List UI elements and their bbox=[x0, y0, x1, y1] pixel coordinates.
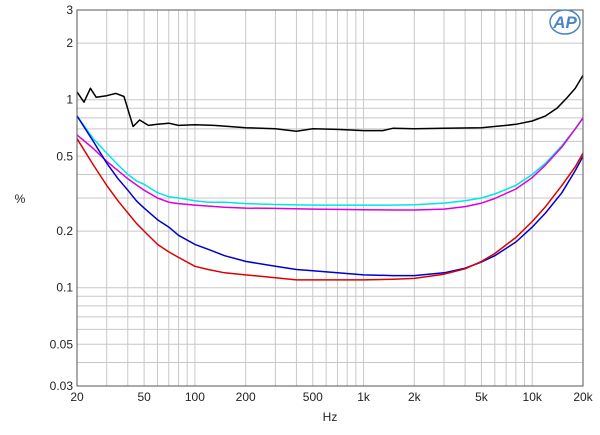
series-line-5 bbox=[76, 138, 584, 281]
series-line-2 bbox=[76, 115, 584, 206]
y-tick-label: 3 bbox=[66, 3, 73, 17]
series-line-4 bbox=[76, 115, 584, 277]
series-line-1 bbox=[76, 74, 584, 132]
y-tick-label: 1 bbox=[66, 93, 73, 107]
x-tick-label: 200 bbox=[236, 390, 256, 404]
y-axis-label: % bbox=[15, 192, 26, 206]
series-lines bbox=[76, 74, 584, 281]
x-tick-label: 5k bbox=[475, 390, 489, 404]
y-tick-label: 2 bbox=[66, 36, 73, 50]
x-tick-label: 20 bbox=[70, 390, 84, 404]
y-tick-label: 0.03 bbox=[50, 379, 74, 393]
x-tick-label: 2k bbox=[408, 390, 422, 404]
plot-frame bbox=[76, 9, 584, 387]
tick-labels: 20 50 100 200 500 1k 2k 5k 10k 20k 3 2 1 0.5 0.2 0.1 0.0… bbox=[50, 3, 594, 404]
ap-logo-text: AP bbox=[552, 13, 577, 32]
x-tick-label: 1k bbox=[357, 390, 371, 404]
x-tick-label: 100 bbox=[185, 390, 205, 404]
y-tick-label: 0.5 bbox=[56, 149, 73, 163]
ap-logo: AP bbox=[549, 9, 581, 35]
y-tick-label: 0.2 bbox=[56, 224, 73, 238]
x-tick-label: 50 bbox=[137, 390, 151, 404]
x-axis-label: Hz bbox=[323, 410, 338, 424]
x-tick-label: 20k bbox=[573, 390, 593, 404]
ap-logo-ring bbox=[549, 9, 581, 35]
x-tick-label: 500 bbox=[303, 390, 323, 404]
x-tick-label: 10k bbox=[523, 390, 543, 404]
y-tick-label: 0.05 bbox=[50, 337, 74, 351]
y-tick-label: 0.1 bbox=[56, 281, 73, 295]
series-line-3 bbox=[76, 117, 584, 211]
